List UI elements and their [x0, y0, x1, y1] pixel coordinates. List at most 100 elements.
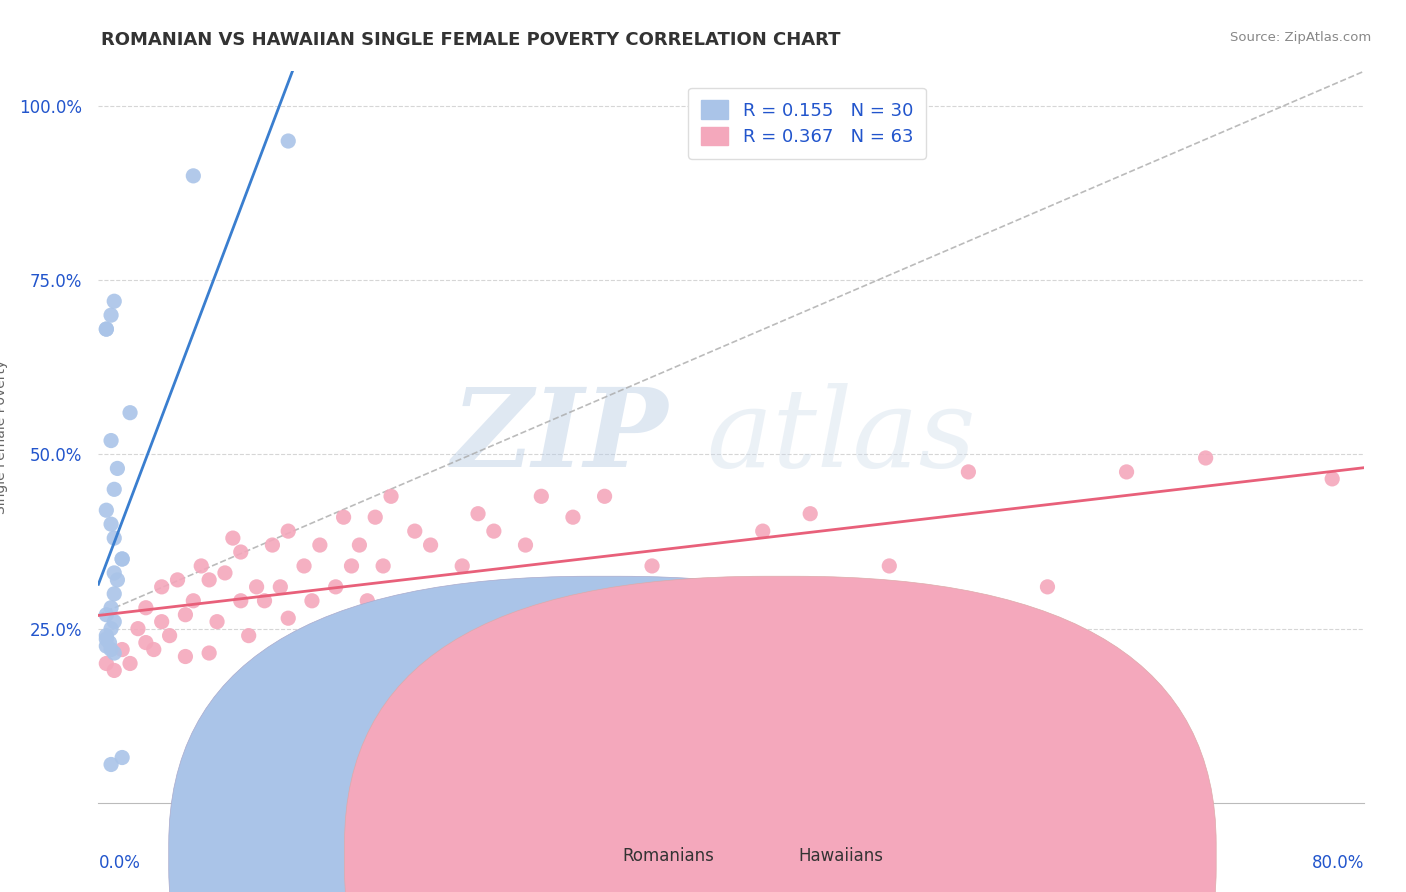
Text: Source: ZipAtlas.com: Source: ZipAtlas.com [1230, 31, 1371, 45]
Point [238, 629, 260, 643]
Text: 80.0%: 80.0% [1312, 854, 1364, 872]
Point [96, 657, 118, 671]
Y-axis label: Single Female Poverty: Single Female Poverty [0, 360, 8, 514]
Point [111, 642, 134, 657]
Point [98, 635, 121, 649]
Point [229, 545, 252, 559]
Point [103, 531, 125, 545]
Point [135, 635, 157, 649]
Point [150, 615, 173, 629]
Point [120, 406, 141, 420]
Point [174, 649, 197, 664]
Point [103, 566, 125, 580]
Point [301, 594, 323, 608]
Point [103, 587, 125, 601]
Point [340, 558, 363, 573]
Point [100, 642, 122, 657]
Point [388, 660, 411, 674]
Point [198, 573, 221, 587]
Point [1194, 450, 1216, 465]
Point [100, 600, 122, 615]
Point [277, 611, 299, 625]
Point [309, 538, 332, 552]
Point [515, 538, 537, 552]
Point [1036, 580, 1059, 594]
Point [751, 524, 773, 538]
Point [107, 573, 129, 587]
Point [103, 615, 125, 629]
Point [100, 517, 122, 532]
Point [127, 622, 149, 636]
Point [498, 715, 520, 730]
Point [222, 531, 245, 545]
Point [150, 580, 173, 594]
Point [364, 510, 387, 524]
Point [111, 552, 134, 566]
Point [96, 629, 118, 643]
Point [183, 594, 205, 608]
Legend: R = 0.155   N = 30, R = 0.367   N = 63: R = 0.155 N = 30, R = 0.367 N = 63 [689, 87, 925, 159]
Point [229, 594, 252, 608]
Point [214, 566, 236, 580]
Point [332, 510, 354, 524]
Point [159, 629, 181, 643]
Point [593, 489, 616, 503]
Point [1322, 472, 1344, 486]
Point [103, 294, 125, 309]
Point [103, 483, 125, 497]
Point [120, 657, 141, 671]
Point [1115, 465, 1137, 479]
Point [198, 646, 221, 660]
Point [96, 322, 118, 336]
Point [135, 600, 157, 615]
Point [877, 558, 900, 573]
Point [183, 169, 205, 183]
Point [482, 524, 505, 538]
Point [325, 580, 347, 594]
Point [107, 461, 129, 475]
Point [100, 622, 122, 636]
Point [451, 558, 474, 573]
Point [419, 538, 441, 552]
Point [292, 558, 315, 573]
Point [530, 489, 553, 503]
Text: atlas: atlas [706, 384, 976, 491]
Point [100, 434, 122, 448]
Point [96, 322, 118, 336]
Text: Romanians: Romanians [623, 847, 714, 865]
Point [799, 507, 821, 521]
Point [262, 538, 284, 552]
Point [269, 580, 291, 594]
Point [356, 594, 378, 608]
Point [957, 465, 980, 479]
Point [103, 646, 125, 660]
Point [277, 524, 299, 538]
Point [96, 503, 118, 517]
Point [111, 750, 134, 764]
Point [111, 552, 134, 566]
Text: 0.0%: 0.0% [98, 854, 141, 872]
Point [100, 757, 122, 772]
Point [404, 524, 426, 538]
Point [277, 134, 299, 148]
Point [174, 607, 197, 622]
Point [100, 308, 122, 322]
Point [96, 632, 118, 646]
Point [561, 510, 585, 524]
Point [380, 489, 402, 503]
Point [688, 726, 710, 740]
Point [467, 507, 489, 521]
Point [166, 573, 188, 587]
Point [349, 538, 371, 552]
Text: ZIP: ZIP [451, 384, 668, 491]
Point [641, 558, 664, 573]
Point [142, 642, 165, 657]
Text: ROMANIAN VS HAWAIIAN SINGLE FEMALE POVERTY CORRELATION CHART: ROMANIAN VS HAWAIIAN SINGLE FEMALE POVER… [101, 31, 841, 49]
Point [96, 639, 118, 653]
Point [103, 664, 125, 678]
Point [436, 673, 458, 688]
Point [246, 580, 269, 594]
Point [371, 558, 394, 573]
Point [253, 594, 276, 608]
Point [96, 607, 118, 622]
